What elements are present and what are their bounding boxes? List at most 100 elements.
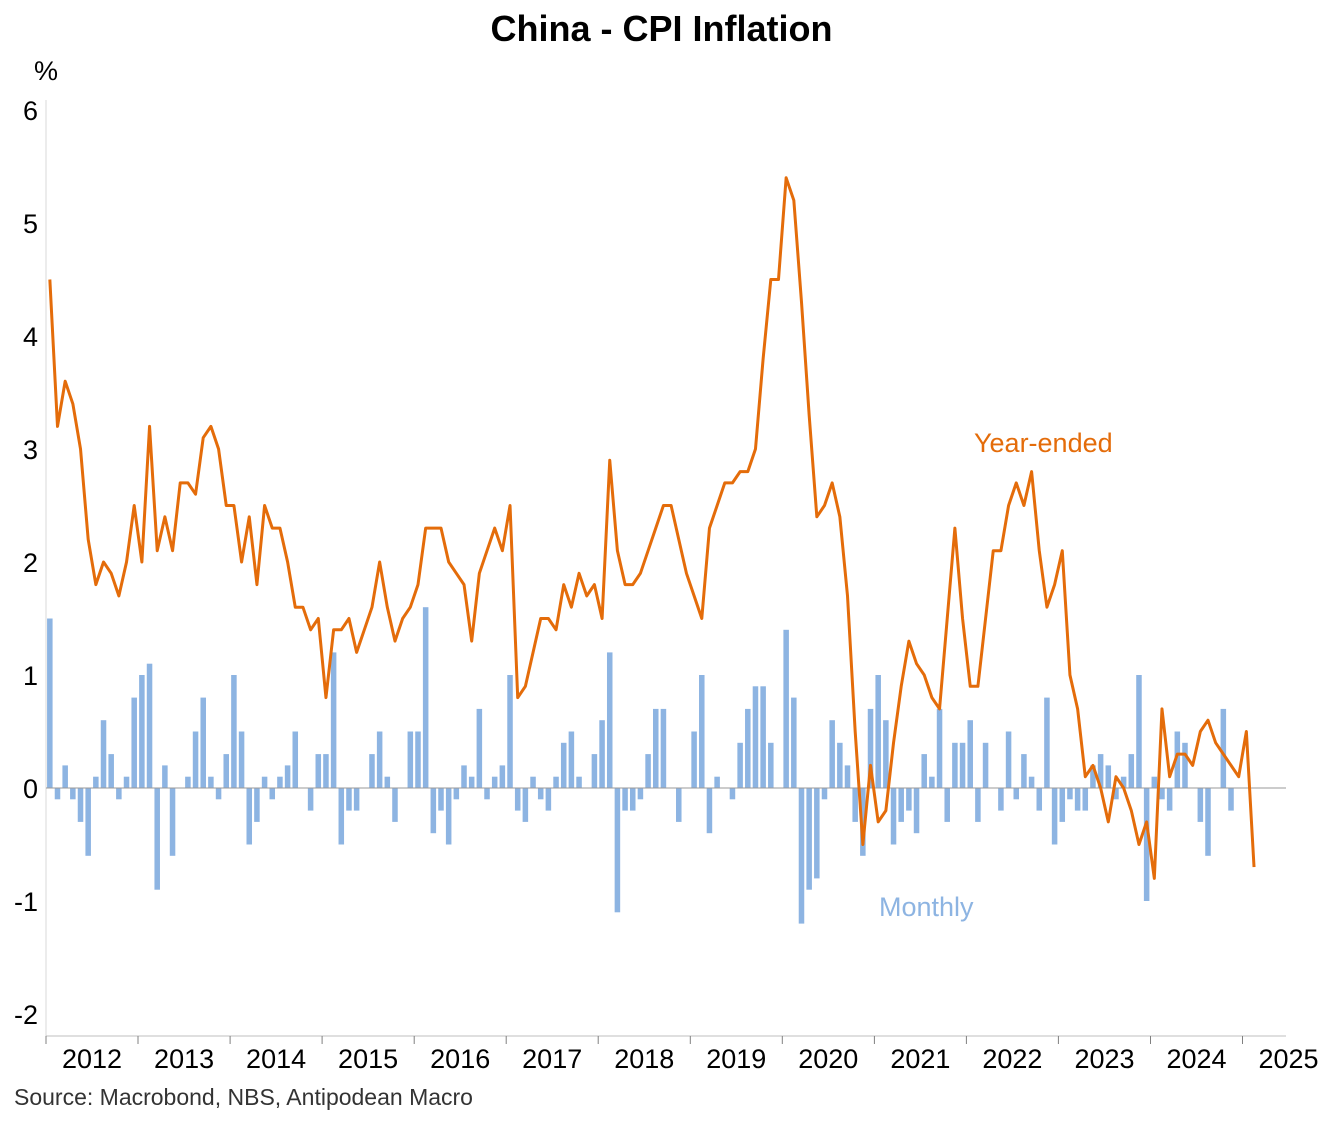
monthly-bar xyxy=(929,776,935,788)
monthly-bar xyxy=(93,776,99,788)
monthly-bar xyxy=(499,765,506,788)
x-tick-label: 2019 xyxy=(706,1044,766,1074)
monthly-bar xyxy=(898,788,904,822)
monthly-bar xyxy=(522,788,529,822)
x-tick-label: 2017 xyxy=(522,1044,582,1074)
monthly-bar xyxy=(921,754,927,788)
monthly-bar xyxy=(591,754,598,788)
monthly-bar xyxy=(959,742,966,788)
monthly-bar xyxy=(461,765,467,788)
monthly-bar xyxy=(783,629,789,788)
monthly-bar xyxy=(699,675,705,788)
monthly-bar xyxy=(1021,754,1027,788)
monthly-bar xyxy=(768,742,774,788)
monthly-bar xyxy=(967,720,973,788)
monthly-bar xyxy=(445,788,452,845)
monthly-bar xyxy=(714,776,720,788)
y-tick-label: 2 xyxy=(23,548,38,578)
y-tick-label: 5 xyxy=(23,209,38,239)
monthly-bar xyxy=(936,708,943,788)
y-tick-label: 3 xyxy=(23,435,38,465)
monthly-bar xyxy=(77,788,84,822)
monthly-bar xyxy=(484,788,490,800)
monthly-bar xyxy=(323,754,329,788)
monthly-bar xyxy=(1097,754,1104,788)
monthly-bar xyxy=(123,776,130,788)
monthly-bar xyxy=(238,731,245,788)
x-tick-label: 2018 xyxy=(614,1044,674,1074)
monthly-bar xyxy=(507,675,513,788)
monthly-bar xyxy=(890,788,897,845)
monthly-bar xyxy=(116,788,122,800)
monthly-bar xyxy=(545,788,552,811)
monthly-bar xyxy=(369,754,375,788)
monthly-bar xyxy=(54,788,61,800)
monthly-bar xyxy=(944,788,950,822)
monthly-bar xyxy=(1105,765,1112,788)
monthly-bar xyxy=(70,788,76,800)
monthly-bar xyxy=(169,788,176,856)
monthly-bar xyxy=(453,788,460,800)
year-ended-line-group xyxy=(48,176,1256,880)
monthly-bar xyxy=(491,776,498,788)
monthly-bar xyxy=(1120,776,1127,788)
monthly-bar xyxy=(430,788,437,834)
monthly-bar xyxy=(422,607,429,788)
monthly-bar xyxy=(906,788,912,811)
monthly-bar xyxy=(1028,776,1035,788)
monthly-bar xyxy=(1143,788,1150,901)
x-tick-label: 2025 xyxy=(1258,1044,1318,1074)
monthly-bar xyxy=(1074,788,1081,811)
monthly-bar xyxy=(131,697,137,788)
monthly-bar xyxy=(576,776,582,788)
monthly-bar xyxy=(814,788,820,879)
x-tick-label: 2014 xyxy=(246,1044,306,1074)
monthly-bar xyxy=(415,731,421,788)
axes xyxy=(45,100,1286,1037)
monthly-bar xyxy=(844,765,851,788)
monthly-bar xyxy=(660,708,667,788)
monthly-bar xyxy=(737,742,743,788)
x-tick-label: 2016 xyxy=(430,1044,490,1074)
monthly-bar xyxy=(514,788,521,811)
monthly-bar xyxy=(852,788,858,822)
x-tick-label: 2024 xyxy=(1166,1044,1226,1074)
y-tick-label: -1 xyxy=(14,887,38,917)
monthly-bar xyxy=(729,788,736,800)
x-tick-label: 2022 xyxy=(982,1044,1042,1074)
monthly-bar xyxy=(629,788,636,811)
monthly-bar xyxy=(568,731,575,788)
monthly-bar xyxy=(85,788,91,856)
series-label-year-ended: Year-ended xyxy=(974,428,1113,458)
x-tick-label: 2015 xyxy=(338,1044,398,1074)
monthly-bar xyxy=(200,697,206,788)
monthly-bar xyxy=(139,675,145,788)
monthly-bar xyxy=(1159,788,1165,800)
y-axis-unit-label: % xyxy=(34,56,58,86)
monthly-bar xyxy=(261,776,268,788)
monthly-bar xyxy=(269,788,276,800)
monthly-bar xyxy=(837,742,843,788)
monthly-bar xyxy=(1128,754,1135,788)
monthly-bar xyxy=(1082,788,1089,811)
monthly-bar xyxy=(913,788,920,834)
monthly-bar xyxy=(676,788,682,822)
monthly-bar xyxy=(1059,788,1066,822)
monthly-bar xyxy=(530,776,536,788)
monthly-bar xyxy=(1151,776,1158,788)
monthly-bar xyxy=(353,788,360,811)
monthly-bar xyxy=(1044,697,1050,788)
monthly-bar xyxy=(829,720,835,788)
monthly-bar xyxy=(645,754,651,788)
y-tick-label: 0 xyxy=(23,774,38,804)
monthly-bar xyxy=(438,788,444,811)
monthly-bar xyxy=(606,652,613,788)
monthly-bar xyxy=(982,742,989,788)
monthly-bar xyxy=(100,720,107,788)
monthly-bar xyxy=(875,675,881,788)
monthly-bar xyxy=(407,731,414,788)
monthly-bar xyxy=(806,788,812,890)
monthly-bar xyxy=(254,788,260,822)
x-tick-label: 2021 xyxy=(890,1044,950,1074)
